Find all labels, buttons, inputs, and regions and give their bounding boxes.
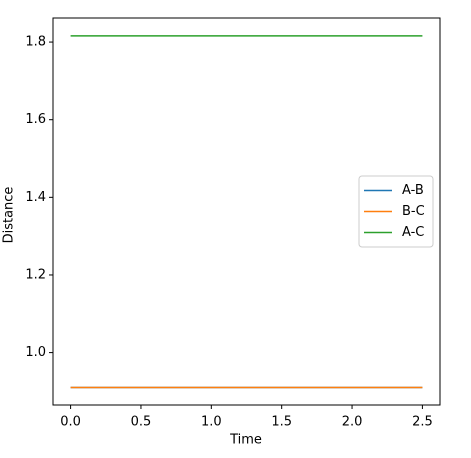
x-tick-label: 1.0 (201, 415, 222, 430)
x-tick-label: 2.0 (342, 415, 363, 430)
y-tick-label: 1.2 (25, 267, 46, 282)
y-axis-label: Distance (2, 187, 17, 244)
y-tick-label: 1.4 (25, 190, 46, 205)
x-axis-label: Time (229, 433, 262, 448)
x-tick-label: 0.0 (60, 415, 81, 430)
legend-label: B-C (402, 204, 425, 219)
y-tick-label: 1.0 (25, 345, 46, 360)
y-tick-label: 1.8 (25, 35, 46, 50)
x-tick-label: 0.5 (131, 415, 152, 430)
legend-box (358, 175, 434, 248)
legend-label: A-B (402, 183, 424, 198)
y-tick-label: 1.6 (25, 112, 46, 127)
x-tick-label: 1.5 (271, 415, 292, 430)
axes-frame (52, 17, 441, 406)
x-tick-label: 2.5 (412, 415, 433, 430)
legend-label: A-C (402, 225, 424, 240)
